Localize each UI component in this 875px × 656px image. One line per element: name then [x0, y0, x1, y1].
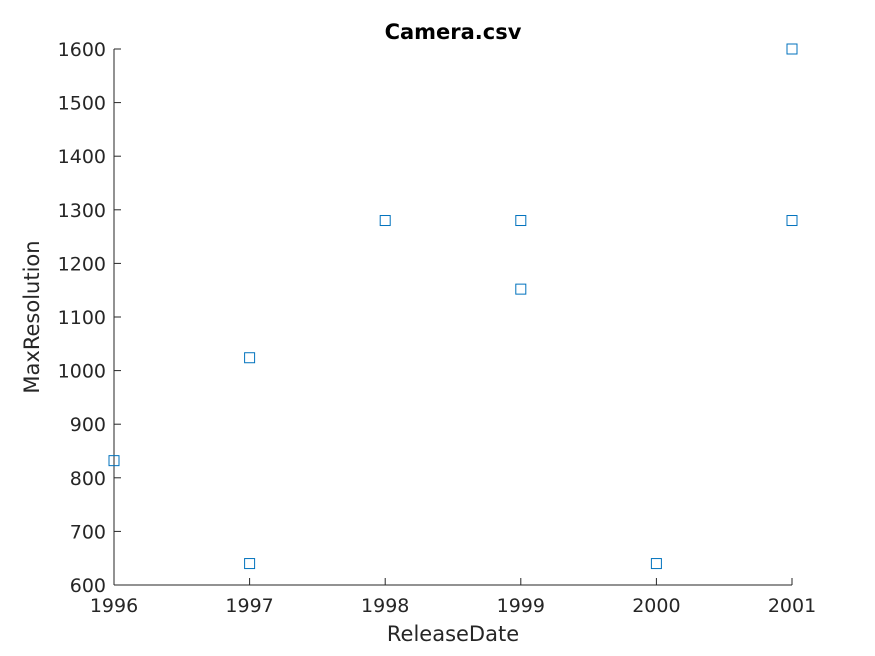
data-point-4 — [515, 215, 527, 227]
data-point-6 — [650, 558, 662, 570]
x-tick-label-3: 1999 — [497, 595, 545, 617]
data-point-0 — [108, 455, 120, 467]
y-tick-label-9: 1500 — [58, 93, 106, 115]
data-point-1 — [244, 352, 256, 364]
y-tick-label-6: 1200 — [58, 253, 106, 275]
x-axis-label: ReleaseDate — [387, 622, 519, 646]
y-tick-label-7: 1300 — [58, 200, 106, 222]
x-tick-label-1: 1997 — [225, 595, 273, 617]
y-ticks: 600 700 800 900 1000 1100 1200 1300 1400 1500 1600 — [58, 39, 121, 597]
y-axis-label: MaxResolution — [20, 240, 44, 393]
data-point-3 — [379, 215, 391, 227]
data-point-5 — [515, 283, 527, 295]
x-tick-label-5: 2001 — [768, 595, 816, 617]
y-tick-label-2: 800 — [70, 468, 106, 490]
data-point-8 — [786, 215, 798, 227]
y-tick-label-8: 1400 — [58, 146, 106, 168]
y-tick-label-10: 1600 — [58, 39, 106, 61]
chart-title: Camera.csv — [385, 20, 522, 44]
x-ticks: 1996 1997 1998 1999 2000 2001 — [90, 578, 816, 617]
x-tick-label-0: 1996 — [90, 595, 138, 617]
data-point-2 — [244, 558, 256, 570]
y-tick-label-3: 900 — [70, 414, 106, 436]
data-point-7 — [786, 43, 798, 55]
y-tick-label-5: 1100 — [58, 307, 106, 329]
x-tick-label-2: 1998 — [361, 595, 409, 617]
data-points — [108, 43, 798, 570]
y-tick-label-1: 700 — [70, 521, 106, 543]
y-tick-label-4: 1000 — [58, 361, 106, 383]
x-tick-label-4: 2000 — [632, 595, 680, 617]
axes — [113, 49, 792, 586]
y-tick-label-0: 600 — [70, 575, 106, 597]
